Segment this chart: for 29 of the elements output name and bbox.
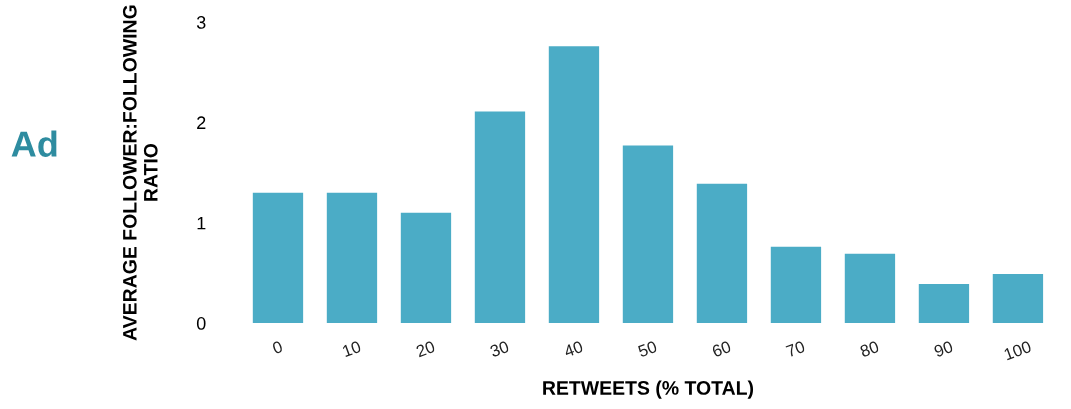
- x-tick-label: 50: [637, 340, 658, 358]
- x-tick-label: 90: [933, 340, 954, 358]
- bar: [622, 145, 674, 324]
- y-tick-label: 1: [197, 216, 206, 230]
- y-axis-title: AVERAGE FOLLOWER:FOLLOWING RATIO: [122, 5, 158, 341]
- bar: [696, 183, 748, 324]
- x-tick-label: 40: [563, 340, 584, 358]
- x-tick-label: 0: [271, 340, 284, 355]
- bar: [918, 283, 970, 324]
- y-tick-label: 3: [196, 16, 206, 29]
- bar: [770, 246, 822, 324]
- x-tick-label: 80: [859, 340, 880, 358]
- x-tick-label: 20: [415, 340, 436, 358]
- bar: [992, 273, 1044, 324]
- bar: [548, 46, 600, 324]
- bar: [400, 212, 452, 324]
- x-tick-label: 70: [785, 340, 806, 358]
- x-tick-label: 100: [1003, 340, 1032, 361]
- bar: [252, 192, 304, 324]
- text: Ad: [11, 130, 57, 157]
- bar: [326, 192, 378, 324]
- x-tick-label: 30: [489, 340, 510, 358]
- y-tick-label: 2: [197, 116, 206, 129]
- bar: [474, 111, 526, 324]
- x-tick-label: 10: [341, 340, 362, 358]
- y-tick-label: 0: [196, 317, 206, 330]
- x-tick-label: 60: [711, 340, 732, 358]
- x-axis-title: RETWEETS (% TOTAL): [543, 380, 754, 399]
- bar: [844, 253, 896, 324]
